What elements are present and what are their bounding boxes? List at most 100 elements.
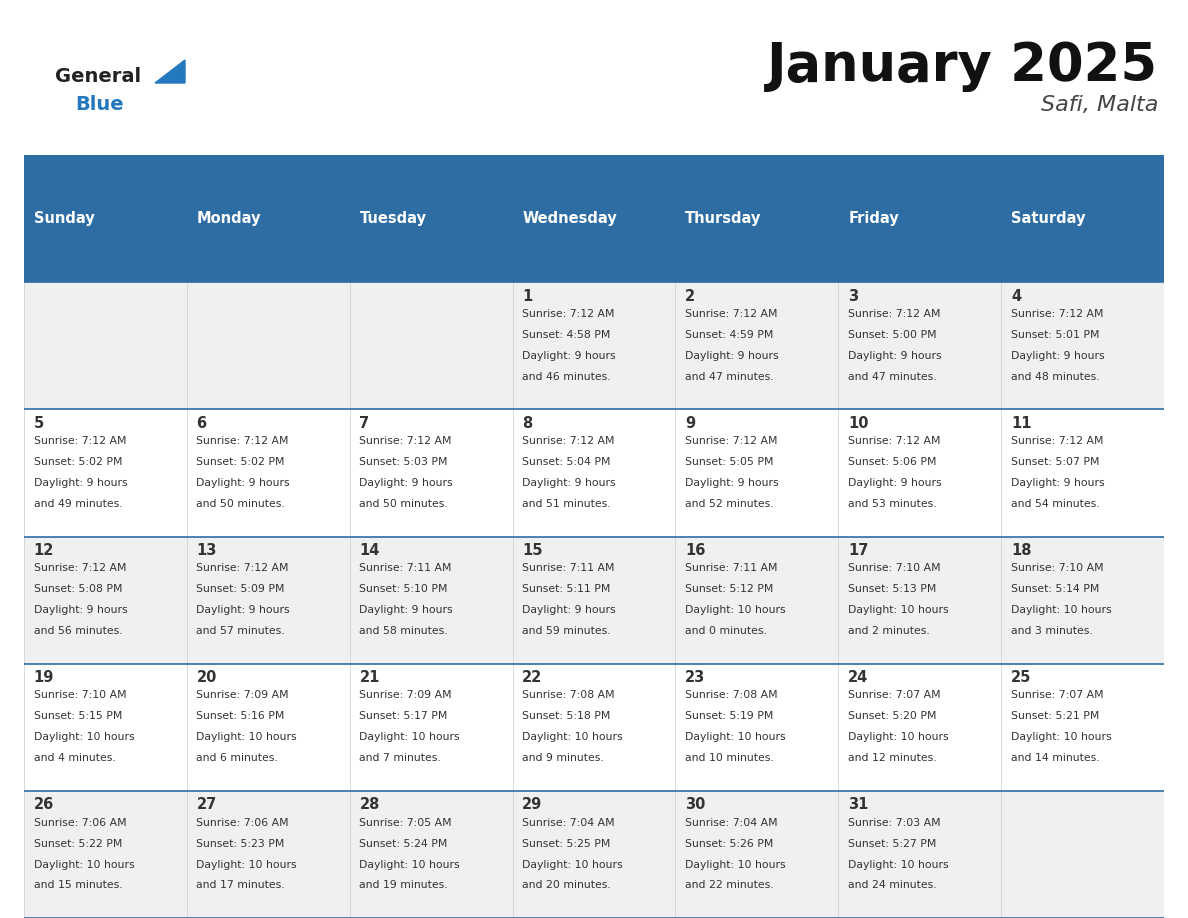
Text: and 48 minutes.: and 48 minutes. [1011, 372, 1100, 382]
Text: Daylight: 9 hours: Daylight: 9 hours [33, 478, 127, 488]
Text: Sunset: 5:07 PM: Sunset: 5:07 PM [1011, 457, 1100, 467]
Bar [24, 790, 187, 918]
Text: 4: 4 [1011, 288, 1022, 304]
Text: 22: 22 [523, 670, 543, 685]
Text: Sunday: Sunday [33, 211, 94, 226]
Text: Sunrise: 7:04 AM: Sunrise: 7:04 AM [523, 818, 615, 827]
Text: Sunset: 4:58 PM: Sunset: 4:58 PM [523, 330, 611, 340]
Text: Sunset: 5:09 PM: Sunset: 5:09 PM [196, 584, 285, 594]
Text: and 9 minutes.: and 9 minutes. [523, 754, 604, 764]
Text: and 17 minutes.: and 17 minutes. [196, 880, 285, 890]
Text: 20: 20 [196, 670, 217, 685]
Text: and 59 minutes.: and 59 minutes. [523, 626, 611, 636]
Text: and 54 minutes.: and 54 minutes. [1011, 499, 1100, 509]
Bar [187, 664, 349, 790]
Text: Sunset: 5:15 PM: Sunset: 5:15 PM [33, 711, 122, 722]
Text: 16: 16 [685, 543, 706, 558]
Bar [187, 409, 349, 536]
Bar [512, 409, 676, 536]
Text: Sunrise: 7:12 AM: Sunrise: 7:12 AM [33, 436, 126, 446]
Bar [187, 536, 349, 664]
Text: Sunrise: 7:12 AM: Sunrise: 7:12 AM [685, 436, 778, 446]
Text: Daylight: 10 hours: Daylight: 10 hours [523, 859, 623, 869]
Text: Daylight: 10 hours: Daylight: 10 hours [1011, 733, 1112, 743]
Bar [512, 282, 676, 409]
Text: Daylight: 9 hours: Daylight: 9 hours [360, 605, 453, 615]
Text: 3: 3 [848, 288, 858, 304]
Bar [1001, 790, 1164, 918]
Text: 30: 30 [685, 797, 706, 812]
Bar [187, 790, 349, 918]
Text: and 47 minutes.: and 47 minutes. [848, 372, 937, 382]
Text: and 0 minutes.: and 0 minutes. [685, 626, 767, 636]
Text: Sunrise: 7:05 AM: Sunrise: 7:05 AM [360, 818, 451, 827]
Text: Sunset: 5:02 PM: Sunset: 5:02 PM [33, 457, 122, 467]
Text: Daylight: 10 hours: Daylight: 10 hours [196, 859, 297, 869]
Text: and 51 minutes.: and 51 minutes. [523, 499, 611, 509]
Text: Sunrise: 7:09 AM: Sunrise: 7:09 AM [196, 690, 289, 700]
Text: 26: 26 [33, 797, 53, 812]
Text: Daylight: 9 hours: Daylight: 9 hours [848, 478, 942, 488]
Text: Sunrise: 7:12 AM: Sunrise: 7:12 AM [848, 308, 941, 319]
Text: Sunrise: 7:12 AM: Sunrise: 7:12 AM [1011, 436, 1104, 446]
Text: Sunrise: 7:12 AM: Sunrise: 7:12 AM [523, 436, 615, 446]
Text: and 7 minutes.: and 7 minutes. [360, 754, 441, 764]
Text: Sunset: 5:17 PM: Sunset: 5:17 PM [360, 711, 448, 722]
Text: Sunrise: 7:08 AM: Sunrise: 7:08 AM [685, 690, 778, 700]
Text: Daylight: 9 hours: Daylight: 9 hours [196, 605, 290, 615]
Text: and 49 minutes.: and 49 minutes. [33, 499, 122, 509]
Text: and 53 minutes.: and 53 minutes. [848, 499, 937, 509]
Text: 13: 13 [196, 543, 217, 558]
Text: and 24 minutes.: and 24 minutes. [848, 880, 937, 890]
Text: Sunset: 5:21 PM: Sunset: 5:21 PM [1011, 711, 1099, 722]
Text: Saturday: Saturday [1011, 211, 1086, 226]
Bar [187, 155, 349, 282]
Text: Sunset: 5:03 PM: Sunset: 5:03 PM [360, 457, 448, 467]
Text: Sunset: 5:22 PM: Sunset: 5:22 PM [33, 838, 122, 848]
Text: Sunset: 5:00 PM: Sunset: 5:00 PM [848, 330, 937, 340]
Text: Sunset: 5:08 PM: Sunset: 5:08 PM [33, 584, 122, 594]
Bar [512, 790, 676, 918]
Text: 6: 6 [196, 416, 207, 431]
Text: Sunrise: 7:12 AM: Sunrise: 7:12 AM [360, 436, 451, 446]
Text: Sunrise: 7:11 AM: Sunrise: 7:11 AM [360, 564, 451, 573]
Bar [349, 536, 512, 664]
Text: Sunrise: 7:12 AM: Sunrise: 7:12 AM [196, 436, 289, 446]
Text: Friday: Friday [848, 211, 899, 226]
Bar [349, 664, 512, 790]
Text: Sunset: 5:27 PM: Sunset: 5:27 PM [848, 838, 936, 848]
Text: 25: 25 [1011, 670, 1031, 685]
Text: and 52 minutes.: and 52 minutes. [685, 499, 773, 509]
Polygon shape [154, 60, 185, 83]
Text: Sunrise: 7:12 AM: Sunrise: 7:12 AM [523, 308, 615, 319]
Text: 21: 21 [360, 670, 380, 685]
Bar [676, 664, 839, 790]
Text: Sunset: 5:04 PM: Sunset: 5:04 PM [523, 457, 611, 467]
Text: Sunrise: 7:10 AM: Sunrise: 7:10 AM [33, 690, 126, 700]
Bar [676, 790, 839, 918]
Text: 12: 12 [33, 543, 53, 558]
Bar [512, 155, 676, 282]
Text: Sunrise: 7:11 AM: Sunrise: 7:11 AM [523, 564, 615, 573]
Text: Sunrise: 7:03 AM: Sunrise: 7:03 AM [848, 818, 941, 827]
Text: Daylight: 10 hours: Daylight: 10 hours [685, 733, 786, 743]
Text: and 19 minutes.: and 19 minutes. [360, 880, 448, 890]
Bar [512, 536, 676, 664]
Text: 19: 19 [33, 670, 53, 685]
Text: 23: 23 [685, 670, 706, 685]
Text: and 12 minutes.: and 12 minutes. [848, 754, 937, 764]
Bar [24, 536, 187, 664]
Text: Daylight: 9 hours: Daylight: 9 hours [523, 478, 615, 488]
Text: Daylight: 9 hours: Daylight: 9 hours [685, 351, 779, 361]
Text: Sunset: 5:13 PM: Sunset: 5:13 PM [848, 584, 936, 594]
Text: 24: 24 [848, 670, 868, 685]
Text: Daylight: 9 hours: Daylight: 9 hours [360, 478, 453, 488]
Text: and 4 minutes.: and 4 minutes. [33, 754, 115, 764]
Text: 1: 1 [523, 288, 532, 304]
Text: Daylight: 10 hours: Daylight: 10 hours [360, 733, 460, 743]
Text: Daylight: 10 hours: Daylight: 10 hours [848, 859, 949, 869]
Text: and 56 minutes.: and 56 minutes. [33, 626, 122, 636]
Bar [839, 536, 1001, 664]
Text: Daylight: 9 hours: Daylight: 9 hours [523, 351, 615, 361]
Text: 9: 9 [685, 416, 695, 431]
